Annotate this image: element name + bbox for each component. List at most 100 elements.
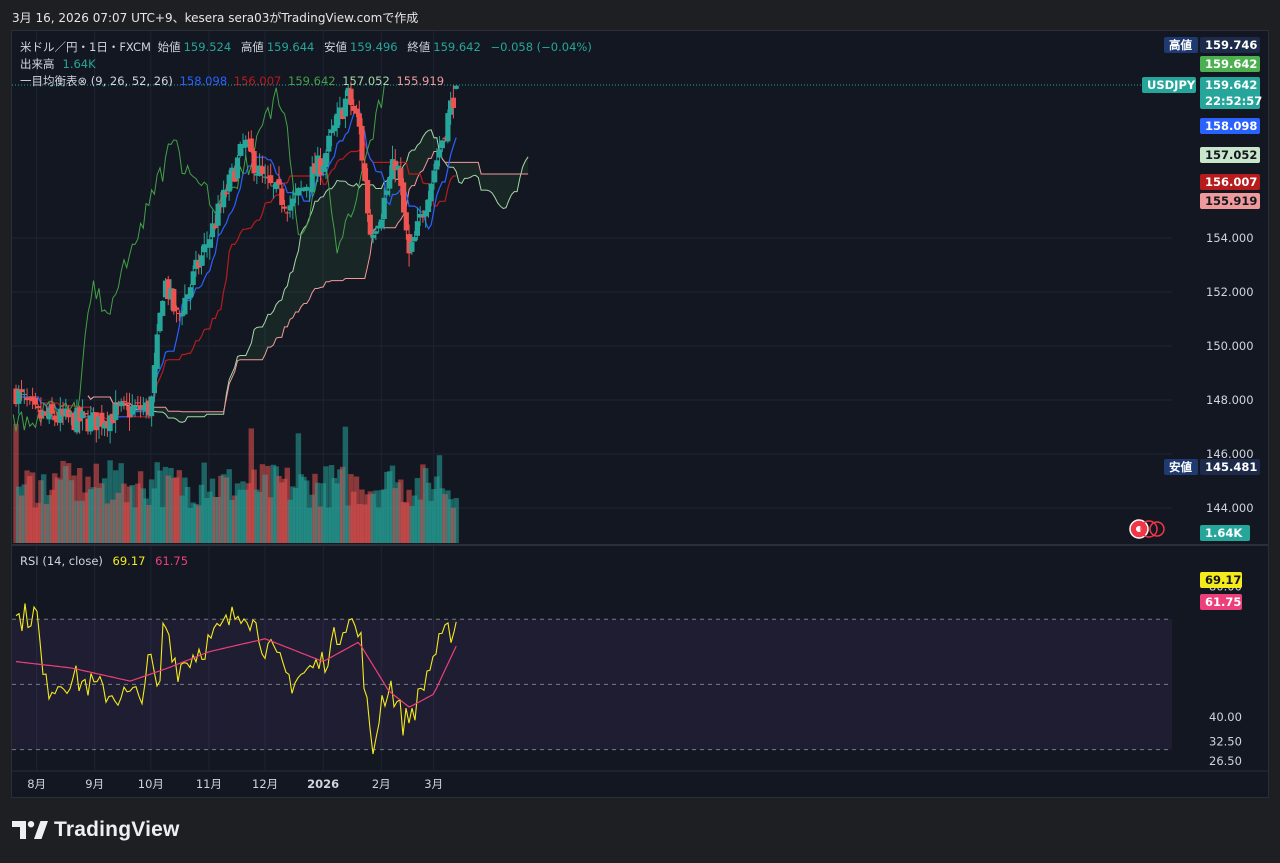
chart-canvas[interactable]: 154.000 152.000 150.000 148.000 146.000 144.0… [12,31,1269,798]
kijun-line [15,141,457,421]
candle-body [287,205,293,211]
volume-bar [65,463,72,543]
price-axis[interactable]: 154.000 152.000 150.000 148.000 146.000 144.0… [1206,231,1254,515]
candle-body [428,183,434,202]
candle-body [251,151,257,174]
symbol-label[interactable]: 米ドル／円・1日・FXCM [20,40,151,54]
volume-bar [317,506,324,543]
candle-body [384,190,390,195]
volume-bar [364,494,371,543]
senkou-span-a-line [87,129,529,423]
symbol-badge [1142,77,1196,93]
volume-bar [370,493,376,543]
volume-bar [54,477,61,543]
ichimoku-senkou-a-value: 157.052 [342,74,390,88]
candle-body [229,167,235,178]
volume-bar [414,478,421,543]
volume-bar [359,489,365,543]
candle-body [149,396,155,417]
candle-body [129,406,135,415]
price-axis-tick: 152.000 [1206,285,1254,299]
volume-bar [292,488,299,543]
candle-body [450,97,456,108]
candle-body [140,407,146,411]
volume-bar [431,489,437,543]
volume-bar [27,476,33,543]
rsi-ma-line [15,638,457,708]
candle-body [387,177,393,189]
ichimoku-legend: 一目均衡表⊗ (9, 26, 52, 26) 158.098 156.007 1… [20,73,447,89]
chart-frame[interactable]: 154.000 152.000 150.000 148.000 146.000 144.0… [11,30,1269,798]
volume-bar [398,479,404,543]
candle-body [57,408,63,423]
volume-bar [162,466,169,543]
volume-bar [375,507,382,543]
low-value-badge-text: 145.481 [1205,460,1257,474]
volume-bar [328,465,335,543]
volume-bar [298,474,304,543]
time-axis[interactable]: 8月 9月 10月 11月 12月 2026 2月 3月 [27,777,443,791]
candle-body [425,199,432,212]
candle-body [24,397,30,401]
volume-bar [157,470,163,543]
volume-bar [240,481,246,543]
candle-body [35,406,41,409]
candle-body [345,87,351,97]
lagging-badge-text: 159.642 [1205,57,1257,71]
candle-body [331,125,337,132]
candle-body [52,415,58,421]
senkou-b-badge-text: 155.919 [1205,194,1257,208]
candle-body [201,244,207,253]
candle-body [151,365,157,394]
candle-body [326,135,332,152]
candle-body [182,297,188,315]
candle-body [262,176,268,178]
volume-bar [254,489,260,543]
volume-bar [281,478,288,543]
candle-body [118,401,124,407]
volume-bar [342,426,349,543]
price-axis-tick: 146.000 [1206,447,1254,461]
volume-bar [403,502,409,543]
candle-body [99,412,105,427]
volume-bar [447,499,454,543]
time-axis-month-label: 11月 [196,777,222,791]
ichimoku-senkou-b-value: 155.919 [396,74,445,88]
candle-body [273,182,279,190]
volume-bar [411,495,418,543]
volume-bar [351,491,357,543]
candle-body [135,402,141,404]
candle-body [290,198,296,207]
candle-body [13,388,19,405]
candle-body [259,166,265,174]
volume-bar [450,507,457,543]
volume-legend: 出来高 1.64K [20,56,99,72]
candle-body [160,301,166,316]
volume-bar [193,504,199,543]
candle-body [162,280,169,298]
candle-body [71,413,77,431]
candle-body [113,403,119,421]
candle-body [215,203,221,226]
alert-icon[interactable] [1129,519,1165,539]
candle-body [362,163,368,181]
candle-body [365,179,371,214]
volume-bar [237,489,243,543]
rsi-label: RSI (14, close) [20,554,103,568]
volume-bar [287,499,293,543]
candles[interactable] [13,81,459,444]
volume-bar [196,505,202,543]
candle-body [115,404,121,406]
volume-bar [384,471,390,543]
volume-bar [378,490,385,543]
volume-bar [126,486,133,543]
rsi-line [15,603,457,755]
volume-bar [41,474,47,543]
ichimoku-tenkan-value: 158.098 [179,74,228,88]
tradingview-logo[interactable]: TradingView [12,818,180,842]
candle-body [359,125,365,161]
high-value-badge-text: 159.746 [1205,38,1257,52]
volume-bar [18,495,25,543]
volume-bar [96,487,102,543]
candle-body [317,158,324,175]
